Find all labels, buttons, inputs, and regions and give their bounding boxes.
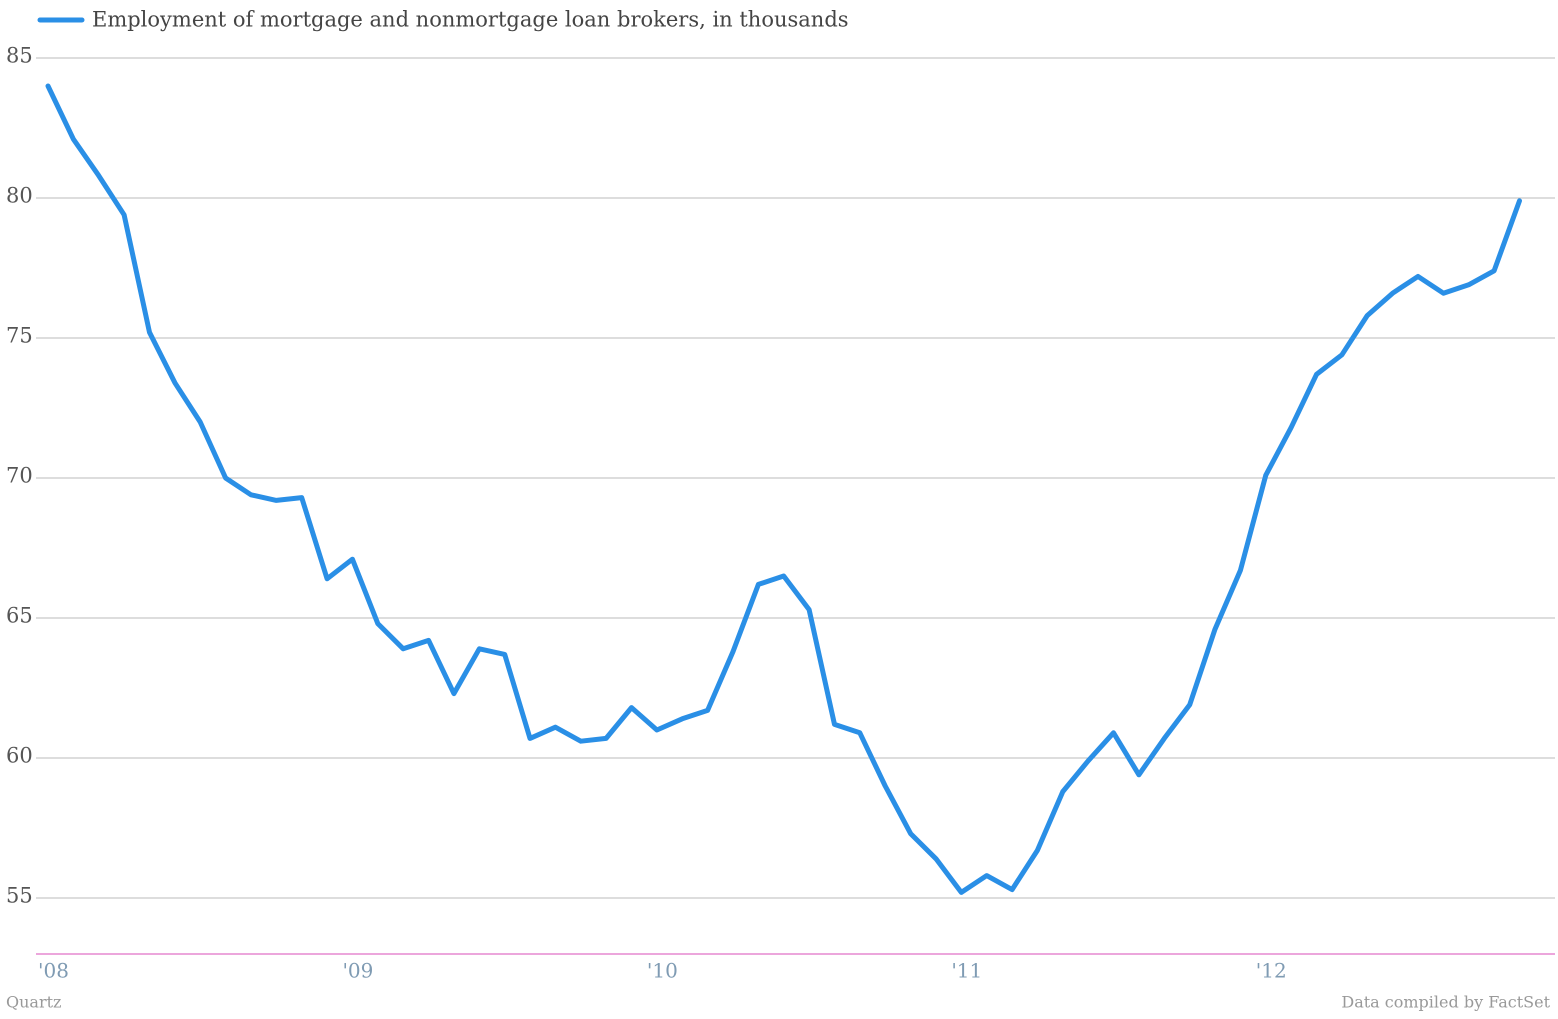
x-tick-label: '10	[647, 959, 678, 983]
x-tick-label: '12	[1256, 959, 1287, 983]
x-tick-label: '08	[38, 959, 69, 983]
y-tick-label: 65	[6, 604, 33, 628]
x-tick-label: '09	[342, 959, 373, 983]
y-tick-label: 60	[6, 744, 33, 768]
x-tick-label: '11	[951, 959, 982, 983]
credit: Quartz	[6, 993, 61, 1012]
series-line	[45, 83, 1522, 895]
y-tick-label: 70	[6, 464, 33, 488]
y-tick-label: 55	[6, 884, 33, 908]
y-tick-label: 85	[6, 44, 33, 68]
y-tick-label: 75	[6, 324, 33, 348]
legend-label: Employment of mortgage and nonmortgage l…	[92, 8, 849, 32]
source: Data compiled by FactSet	[1341, 993, 1550, 1012]
y-tick-label: 80	[6, 184, 33, 208]
